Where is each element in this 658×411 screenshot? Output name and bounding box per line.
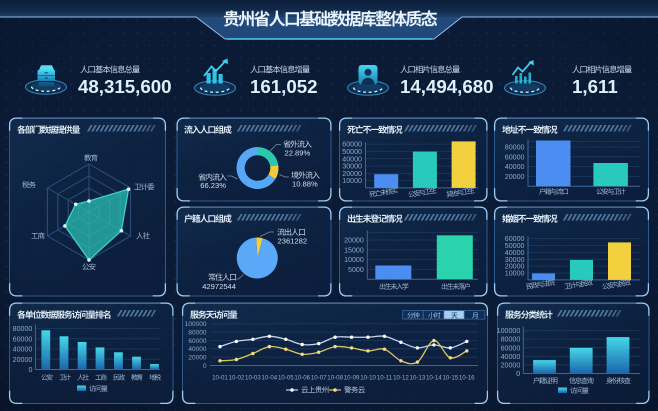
svg-text:10-07: 10-07 [311,374,327,381]
svg-text:161,052: 161,052 [250,76,318,97]
svg-text:1,611: 1,611 [572,76,618,97]
svg-text:10000: 10000 [505,270,525,278]
svg-text:42972544: 42972544 [202,282,236,291]
svg-text:80000: 80000 [13,325,33,333]
svg-text:0: 0 [28,366,32,374]
svg-text:10-13: 10-13 [410,374,426,381]
svg-text:20000: 20000 [505,263,525,271]
svg-text:10000: 10000 [344,256,364,264]
svg-text:30000: 30000 [342,163,362,171]
svg-text:50000: 50000 [505,242,525,250]
svg-text:10-14: 10-14 [426,374,442,381]
svg-text:22.89%: 22.89% [285,149,311,158]
svg-text:30000: 30000 [505,256,525,264]
svg-text:15000: 15000 [344,246,364,254]
svg-text:100000: 100000 [185,321,207,328]
svg-text:10-16: 10-16 [459,374,475,381]
svg-text:60000: 60000 [342,141,362,149]
svg-text:60000: 60000 [13,335,33,343]
svg-text:5000: 5000 [348,266,364,274]
svg-text:10-10: 10-10 [360,374,376,381]
svg-text:40000: 40000 [505,249,525,257]
svg-text:10-11: 10-11 [377,374,393,381]
svg-text:20000: 20000 [344,237,364,245]
svg-text:66.23%: 66.23% [200,181,226,190]
svg-text:10-12: 10-12 [393,374,409,381]
svg-text:10-01: 10-01 [212,374,228,381]
svg-text:10.88%: 10.88% [292,180,318,189]
svg-text:20000: 20000 [505,173,525,181]
svg-text:80000: 80000 [188,330,206,337]
svg-text:10-09: 10-09 [344,374,360,381]
svg-text:60000: 60000 [505,235,525,243]
svg-text:20000: 20000 [13,356,33,364]
svg-text:0: 0 [516,369,520,378]
svg-text:10-02: 10-02 [229,374,245,381]
svg-text:60000: 60000 [188,338,206,345]
svg-text:10-06: 10-06 [294,374,310,381]
svg-text:10-05: 10-05 [278,374,294,381]
svg-text:80000: 80000 [505,144,525,152]
svg-text:10-03: 10-03 [245,374,261,381]
svg-text:14,494,680: 14,494,680 [400,76,494,97]
svg-text:0: 0 [203,363,207,370]
svg-text:20000: 20000 [188,355,206,362]
svg-text:40000: 40000 [13,346,33,354]
svg-text:100000: 100000 [497,327,521,335]
svg-text:10000: 10000 [342,177,362,185]
svg-text:40000: 40000 [188,346,206,353]
svg-text:60000: 60000 [501,344,521,352]
svg-text:10-04: 10-04 [261,374,277,381]
svg-text:80000: 80000 [501,336,521,344]
svg-text:50000: 50000 [342,148,362,156]
svg-text:60000: 60000 [505,153,525,161]
svg-text:20000: 20000 [342,170,362,178]
svg-text:48,315,600: 48,315,600 [78,76,172,97]
svg-text:40000: 40000 [501,353,521,361]
svg-text:40000: 40000 [505,163,525,171]
svg-text:40000: 40000 [342,155,362,163]
svg-text:10-08: 10-08 [327,374,343,381]
svg-text:2361282: 2361282 [278,237,308,246]
svg-text:10-15: 10-15 [442,374,458,381]
svg-text:20000: 20000 [501,362,521,370]
